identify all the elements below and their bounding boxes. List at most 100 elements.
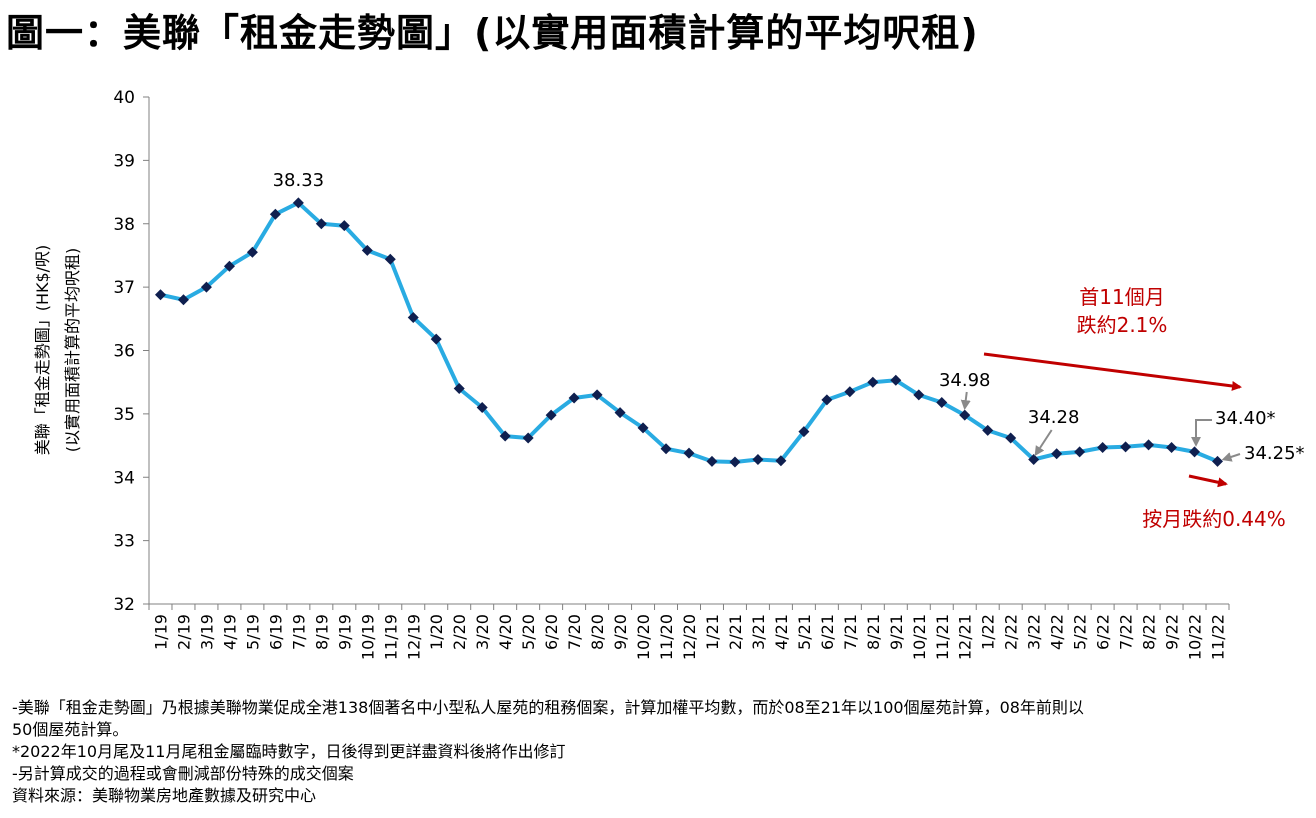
x-tick-label: 7/20 bbox=[565, 614, 584, 650]
data-point bbox=[568, 392, 580, 404]
x-tick-label: 11/19 bbox=[381, 614, 400, 660]
data-point bbox=[292, 197, 304, 209]
series-group bbox=[154, 197, 1224, 468]
x-tick-label: 8/21 bbox=[864, 614, 883, 650]
data-label-nov22: 34.25* bbox=[1244, 443, 1305, 464]
data-point bbox=[1028, 454, 1040, 466]
data-point bbox=[1143, 439, 1155, 451]
x-tick-label: 7/21 bbox=[841, 614, 860, 650]
data-point bbox=[660, 443, 672, 455]
footnote-1-cont: 50個屋苑計算。 bbox=[12, 720, 129, 739]
data-point bbox=[1212, 455, 1224, 467]
x-tick-label: 12/20 bbox=[680, 614, 699, 660]
data-point bbox=[637, 422, 649, 434]
data-point bbox=[407, 312, 419, 324]
data-point bbox=[200, 281, 212, 293]
x-tick-label: 5/19 bbox=[243, 614, 262, 650]
y-axis-label: 美聯「租金走勢圖」(HK$/呎) bbox=[33, 245, 52, 456]
data-point bbox=[959, 409, 971, 421]
x-tick-label: 2/20 bbox=[450, 614, 469, 650]
x-tick-label: 7/19 bbox=[289, 614, 308, 650]
data-label-peak: 38.33 bbox=[273, 170, 325, 191]
x-tick-label: 3/19 bbox=[197, 614, 216, 650]
data-point bbox=[683, 447, 695, 459]
data-point bbox=[729, 456, 741, 468]
x-tick-label: 4/19 bbox=[220, 614, 239, 650]
callout-arrow bbox=[1191, 419, 1212, 447]
y-tick-label: 32 bbox=[113, 595, 135, 615]
x-tick-label: 7/22 bbox=[1117, 614, 1136, 650]
monthly-arrow bbox=[1188, 474, 1228, 488]
x-tick-label: 8/19 bbox=[312, 614, 331, 650]
trend-label-1: 首11個月 bbox=[1079, 285, 1164, 309]
data-point bbox=[453, 383, 465, 395]
x-tick-label: 4/21 bbox=[772, 614, 791, 650]
y-tick-label: 38 bbox=[113, 215, 135, 235]
y-tick-label: 37 bbox=[113, 278, 135, 298]
y-tick-label: 36 bbox=[113, 342, 135, 362]
data-point bbox=[545, 409, 557, 421]
data-point bbox=[867, 376, 879, 388]
data-label-mar22: 34.28 bbox=[1028, 407, 1080, 428]
data-point bbox=[338, 220, 350, 232]
data-point bbox=[1074, 446, 1086, 458]
x-tick-label: 10/21 bbox=[910, 614, 929, 660]
x-tick-label: 4/20 bbox=[496, 614, 515, 650]
source-note: 資料來源：美聯物業房地產數據及研究中心 bbox=[12, 786, 317, 805]
data-point bbox=[752, 454, 764, 466]
data-point bbox=[890, 374, 902, 386]
x-tick-label: 1/22 bbox=[979, 614, 998, 650]
callout-arrow bbox=[1221, 452, 1241, 462]
data-point bbox=[315, 218, 327, 230]
y-tick-label: 33 bbox=[113, 532, 135, 552]
x-tick-label: 12/19 bbox=[404, 614, 423, 660]
monthly-label: 按月跌約0.44% bbox=[1142, 507, 1286, 531]
data-point bbox=[1120, 441, 1132, 453]
x-tick-label: 1/21 bbox=[703, 614, 722, 650]
data-point bbox=[775, 455, 787, 467]
data-point bbox=[913, 389, 925, 401]
data-point bbox=[154, 289, 166, 301]
x-tick-label: 11/20 bbox=[657, 614, 676, 660]
data-point bbox=[1051, 448, 1063, 460]
y-tick-label: 40 bbox=[113, 88, 135, 108]
data-point bbox=[384, 253, 396, 265]
x-tick-label: 11/22 bbox=[1209, 614, 1228, 660]
data-point bbox=[798, 426, 810, 438]
x-tick-label: 5/20 bbox=[519, 614, 538, 650]
x-tick-label: 4/22 bbox=[1048, 614, 1067, 650]
callout-arrow bbox=[1034, 429, 1053, 457]
y-tick-label: 35 bbox=[113, 405, 135, 425]
x-tick-label: 6/21 bbox=[818, 614, 837, 650]
x-tick-label: 5/21 bbox=[795, 614, 814, 650]
data-point bbox=[982, 424, 994, 436]
x-tick-label: 3/20 bbox=[473, 614, 492, 650]
x-tick-label: 8/20 bbox=[588, 614, 607, 650]
x-tick-label: 10/20 bbox=[634, 614, 653, 660]
footnote-2: *2022年10月尾及11月尾租金屬臨時數字，日後得到更詳盡資料後將作出修訂 bbox=[12, 742, 566, 761]
data-point bbox=[936, 396, 948, 408]
y-axis-label-sub: (以實用面積計算的平均呎租) bbox=[63, 248, 82, 453]
data-point bbox=[591, 389, 603, 401]
y-tick-label: 39 bbox=[113, 151, 135, 171]
x-tick-label: 9/22 bbox=[1163, 614, 1182, 650]
x-tick-label: 1/20 bbox=[427, 614, 446, 650]
y-tick-label: 34 bbox=[113, 468, 135, 488]
x-tick-label: 9/21 bbox=[887, 614, 906, 650]
data-point bbox=[844, 386, 856, 398]
x-tick-label: 3/21 bbox=[749, 614, 768, 650]
footnote-1: -美聯「租金走勢圖」乃根據美聯物業促成全港138個著名中小型私人屋苑的租務個案，… bbox=[12, 698, 1084, 717]
data-point bbox=[361, 244, 373, 256]
data-point bbox=[246, 246, 258, 258]
x-tick-label: 9/20 bbox=[611, 614, 630, 650]
x-tick-label: 2/21 bbox=[726, 614, 745, 650]
trend-arrow bbox=[983, 352, 1242, 391]
data-point bbox=[430, 333, 442, 345]
x-tick-label: 8/22 bbox=[1140, 614, 1159, 650]
data-point bbox=[1189, 446, 1201, 458]
x-tick-label: 5/22 bbox=[1071, 614, 1090, 650]
x-tick-label: 6/19 bbox=[266, 614, 285, 650]
x-tick-label: 10/19 bbox=[358, 614, 377, 660]
